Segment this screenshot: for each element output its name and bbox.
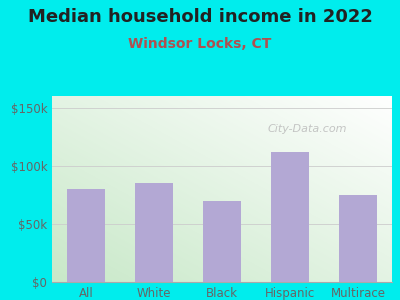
Bar <box>135 183 173 282</box>
Text: Median household income in 2022: Median household income in 2022 <box>28 8 372 26</box>
Text: Windsor Locks, CT: Windsor Locks, CT <box>128 38 272 52</box>
Bar <box>271 152 309 282</box>
Bar <box>67 189 105 282</box>
Bar <box>203 201 241 282</box>
Bar <box>339 195 377 282</box>
Text: City-Data.com: City-Data.com <box>267 124 347 134</box>
